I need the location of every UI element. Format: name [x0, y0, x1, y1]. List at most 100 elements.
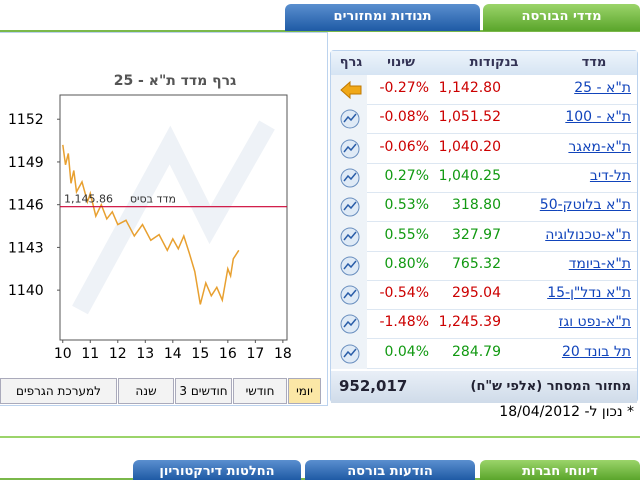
graph-icon[interactable]: [339, 256, 363, 276]
graph-icon[interactable]: [339, 168, 363, 188]
range-button[interactable]: יומי: [288, 378, 321, 404]
tab-rule: [0, 30, 640, 32]
icon-line: [343, 318, 357, 328]
icon-line: [343, 289, 357, 299]
row-rule: [331, 221, 637, 223]
row-rule: [331, 279, 637, 281]
tab[interactable]: תנודות ומחזורים: [285, 4, 480, 31]
y-tick-label: 1143: [8, 240, 44, 256]
graph-icon[interactable]: [339, 227, 363, 247]
divider: [0, 436, 640, 438]
chart: גרף מדד ת"א - 25 1140 1143 1146 1149 1152 10 11…: [8, 73, 292, 362]
y-tick-label: 1149: [8, 155, 44, 171]
line: [62, 144, 240, 305]
turnover-label: מחזור המסחר (אלפי ש"ח): [470, 379, 632, 394]
chart-title: גרף מדד ת"א - 25: [114, 73, 237, 89]
change: -1.48%: [379, 314, 429, 331]
icon-line: [343, 201, 357, 211]
y-tick-label: 1140: [8, 283, 44, 299]
index-link[interactable]: תל-דיב: [589, 167, 631, 184]
selected-arrow[interactable]: [339, 80, 363, 100]
row-rule: [331, 309, 637, 311]
change: 0.53%: [384, 197, 429, 214]
graph-icon[interactable]: [339, 344, 363, 364]
column-header: שינוי: [387, 55, 415, 70]
points: 1,040.20: [438, 138, 501, 155]
index-link[interactable]: ת"א - 25: [574, 80, 631, 96]
tab[interactable]: דיווחי חברות: [480, 460, 640, 480]
x-tick-label: 16: [219, 346, 237, 362]
change: -0.54%: [379, 285, 429, 302]
x-tick-label: 15: [191, 346, 209, 362]
index-link[interactable]: ת"א - 100: [565, 109, 631, 126]
column-header: גרף: [339, 55, 363, 70]
row-rule: [331, 367, 637, 369]
icon-line: [343, 113, 357, 123]
icon-line: [343, 260, 357, 270]
graph-icon[interactable]: [339, 314, 363, 334]
icon-line: [343, 172, 357, 182]
index-link[interactable]: ת"א-מאגר: [568, 138, 631, 155]
index-link[interactable]: ת"א נדל"ן-15: [547, 285, 631, 302]
change: -0.06%: [379, 138, 429, 155]
range-button[interactable]: חודשי: [233, 378, 287, 404]
range-buttons: יומי חודשי 3 חודשים שנה למערכת הגרפים: [0, 378, 322, 404]
column-header: מדד: [581, 55, 607, 70]
column-header: בנקודות: [469, 55, 519, 70]
y-tick-label: 1146: [8, 198, 44, 214]
icon-line: [343, 348, 357, 358]
row-rule: [331, 250, 637, 252]
points: 327.97: [452, 226, 501, 243]
graph-icon[interactable]: [339, 109, 363, 129]
points: 1,245.39: [438, 314, 501, 331]
points: 1,040.25: [438, 167, 501, 184]
index-link[interactable]: ת"א-טכנולוגיה: [545, 226, 631, 243]
row-rule: [331, 338, 637, 340]
index-link[interactable]: ת"א בלוטק-50: [539, 197, 631, 214]
tab[interactable]: החלטות דירקטוריון: [133, 460, 301, 480]
row-rule: [331, 104, 637, 105]
x-tick-label: 17: [246, 346, 264, 362]
points: 1,142.80: [438, 80, 501, 96]
base-line-label: מדד בסיס: [130, 193, 176, 206]
x-tick-label: 10: [54, 346, 72, 362]
update-note: * נכון ל- 18/04/2012: [499, 404, 634, 420]
index-link[interactable]: ת"א-ביומד: [568, 255, 631, 272]
graph-icon[interactable]: [339, 139, 363, 159]
graph-icon[interactable]: [339, 197, 363, 217]
table-footer: [331, 371, 637, 403]
x-tick-label: 11: [81, 346, 99, 362]
change: -0.27%: [379, 80, 429, 96]
change: -0.08%: [379, 109, 429, 126]
range-button[interactable]: 3 חודשים: [175, 378, 232, 404]
change: 0.04%: [384, 343, 429, 360]
points: 284.79: [452, 343, 501, 360]
tab[interactable]: מדדי הבורסה: [483, 4, 640, 31]
turnover-value: 952,017: [339, 377, 408, 395]
icon-line: [343, 231, 357, 240]
index-link[interactable]: תל בונד 20: [561, 343, 631, 360]
points: 765.32: [452, 255, 501, 272]
index-link[interactable]: ת"א-נפט וגז: [558, 314, 631, 331]
points: 295.04: [452, 285, 501, 302]
range-button[interactable]: למערכת הגרפים: [0, 378, 117, 404]
tab[interactable]: הודעות בורסה: [305, 460, 475, 480]
row-rule: [331, 133, 637, 135]
range-button[interactable]: שנה: [118, 378, 174, 404]
x-tick-label: 12: [109, 346, 127, 362]
x-tick-label: 18: [274, 346, 292, 362]
change: 0.80%: [384, 255, 429, 272]
watermark: [72, 120, 275, 315]
base-line-value: 1,145.86: [64, 193, 113, 206]
arrow: [340, 80, 362, 100]
change: 0.27%: [384, 167, 429, 184]
points: 318.80: [452, 197, 501, 214]
x-tick-label: 14: [164, 346, 182, 362]
graph-icon[interactable]: [339, 285, 363, 305]
change: 0.55%: [384, 226, 429, 243]
table: מדד בנקודות שינוי גרף ת"א - 25 1,142.80 -0.27%…: [331, 51, 637, 403]
y-tick-label: 1152: [8, 112, 44, 128]
x-tick-label: 13: [136, 346, 154, 362]
table-header: [331, 51, 637, 75]
